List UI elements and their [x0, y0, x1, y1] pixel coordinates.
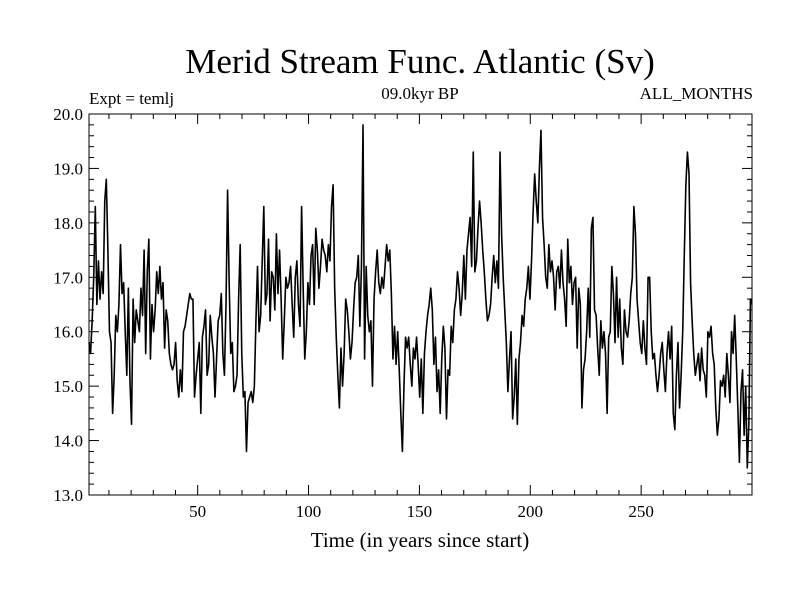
x-tick-label: 100 — [296, 502, 322, 521]
y-tick-label: 13.0 — [53, 486, 83, 505]
y-tick-label: 17.0 — [53, 268, 83, 287]
y-tick-label: 20.0 — [53, 105, 83, 124]
x-axis-tick-labels: 50 100 150 200 250 — [189, 502, 654, 521]
x-tick-label: 250 — [628, 502, 654, 521]
period-label: 09.0kyr BP — [381, 84, 458, 103]
months-label: ALL_MONTHS — [640, 84, 753, 103]
x-tick-label: 150 — [407, 502, 433, 521]
y-tick-label: 19.0 — [53, 159, 83, 178]
y-tick-label: 15.0 — [53, 377, 83, 396]
experiment-label: Expt = temlj — [89, 89, 174, 108]
y-tick-label: 14.0 — [53, 432, 83, 451]
y-tick-label: 18.0 — [53, 214, 83, 233]
y-axis-tick-labels: 13.0 14.0 15.0 16.0 17.0 18.0 19.0 20.0 — [53, 105, 83, 505]
x-tick-label: 200 — [518, 502, 544, 521]
chart-title: Merid Stream Func. Atlantic (Sv) — [185, 42, 655, 81]
data-series-line — [88, 124, 753, 469]
x-tick-label: 50 — [189, 502, 206, 521]
y-tick-label: 16.0 — [53, 323, 83, 342]
x-axis-label: Time (in years since start) — [311, 528, 530, 552]
